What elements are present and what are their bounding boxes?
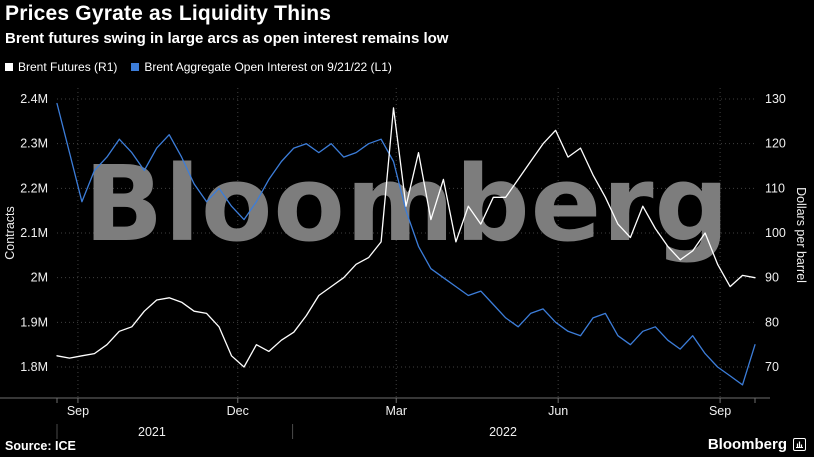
legend-color-swatch-white bbox=[5, 63, 13, 71]
y-axis-tick-right: 70 bbox=[765, 360, 779, 374]
bloomberg-logo-text: Bloomberg bbox=[707, 436, 787, 453]
x-axis-month-label: Sep bbox=[709, 404, 731, 418]
y-axis-tick-right: 110 bbox=[765, 181, 785, 195]
legend-item-brent-futures: Brent Futures (R1) bbox=[5, 60, 117, 74]
y-axis-tick-left: 2.4M bbox=[20, 92, 48, 106]
y-axis-tick-right: 100 bbox=[765, 226, 786, 240]
y-axis-tick-right: 120 bbox=[765, 137, 786, 151]
y-axis-tick-right: 130 bbox=[765, 92, 786, 106]
y-axis-tick-right: 90 bbox=[765, 271, 779, 285]
source-label: Source: ICE bbox=[5, 439, 76, 453]
legend-item-open-interest: Brent Aggregate Open Interest on 9/21/22… bbox=[131, 60, 392, 74]
terminal-icon bbox=[793, 438, 806, 451]
series-line-open-interest bbox=[56, 102, 756, 386]
right-axis-title: Dollars per barrel bbox=[794, 187, 808, 283]
x-axis-month-label: Dec bbox=[227, 404, 249, 418]
series-line-brent-futures bbox=[56, 107, 756, 368]
x-axis-year-label: 2021 bbox=[138, 425, 166, 439]
x-axis-year-label: 2022 bbox=[489, 425, 517, 439]
left-axis-title: Contracts bbox=[3, 206, 17, 260]
y-axis-tick-left: 2M bbox=[31, 271, 48, 285]
chart-legend: Brent Futures (R1) Brent Aggregate Open … bbox=[5, 60, 392, 74]
y-axis-tick-left: 2.1M bbox=[20, 226, 48, 240]
chart-subtitle: Brent futures swing in large arcs as ope… bbox=[5, 30, 449, 47]
x-axis-month-label: Jun bbox=[548, 404, 568, 418]
y-axis-tick-left: 1.8M bbox=[20, 360, 48, 374]
bloomberg-logo: Bloomberg bbox=[708, 436, 806, 453]
chart-title: Prices Gyrate as Liquidity Thins bbox=[5, 2, 332, 25]
x-axis-month-label: Mar bbox=[385, 404, 407, 418]
legend-label: Brent Aggregate Open Interest on 9/21/22… bbox=[144, 60, 392, 74]
y-axis-tick-left: 1.9M bbox=[20, 315, 48, 329]
legend-label: Brent Futures (R1) bbox=[18, 60, 118, 74]
y-axis-tick-right: 80 bbox=[765, 315, 779, 329]
y-axis-tick-left: 2.3M bbox=[20, 137, 48, 151]
y-axis-tick-left: 2.2M bbox=[20, 181, 48, 195]
legend-color-swatch-blue bbox=[131, 63, 140, 71]
x-axis-month-label: Sep bbox=[67, 404, 89, 418]
